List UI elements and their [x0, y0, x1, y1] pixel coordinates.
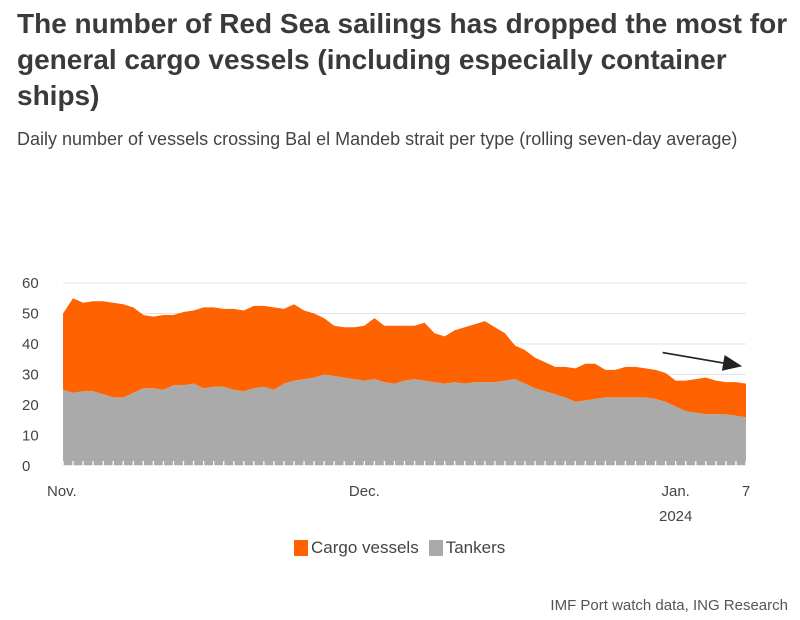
x-axis-minor-ticks	[62, 461, 747, 467]
source-note: IMF Port watch data, ING Research	[550, 597, 788, 614]
chart-plot: 0 10 20 30 40 50 60 Nov. Dec. Jan. 2024 7	[22, 275, 750, 525]
trend-arrow-annotation	[662, 351, 743, 371]
x-tick-label: Dec.	[349, 483, 380, 500]
y-tick-label-40: 40	[22, 336, 39, 353]
legend-label-cargo: Cargo vessels	[311, 538, 419, 557]
legend-item-tankers: Tankers	[428, 538, 506, 558]
y-tick-label-0: 0	[22, 458, 30, 475]
y-tick-label-20: 20	[22, 397, 39, 414]
x-tick-label: Nov.	[47, 483, 77, 500]
chart-legend: Cargo vessels Tankers	[294, 538, 515, 558]
legend-swatch-tankers	[428, 540, 443, 556]
y-tick-label-50: 50	[22, 306, 39, 323]
legend-label-tankers: Tankers	[445, 538, 506, 557]
chart-title: The number of Red Sea sailings has dropp…	[17, 8, 788, 111]
legend-item-cargo: Cargo vessels	[294, 538, 419, 558]
x-tick-sublabel: 2024	[659, 508, 692, 525]
area-cargo-vessels	[63, 298, 746, 418]
axis-labels: 0 10 20 30 40 50 60 Nov. Dec. Jan. 2024 7	[22, 275, 750, 525]
y-tick-label-60: 60	[22, 275, 39, 292]
y-tick-label-30: 30	[22, 367, 39, 384]
chart-subtitle: Daily number of vessels crossing Bal el …	[17, 129, 738, 149]
area-series	[63, 298, 746, 466]
x-tick-label: 7	[742, 483, 750, 500]
legend-swatch-cargo	[294, 540, 308, 556]
y-tick-label-10: 10	[22, 428, 39, 445]
area-tankers	[63, 374, 746, 466]
x-tick-label: Jan.	[662, 483, 690, 500]
